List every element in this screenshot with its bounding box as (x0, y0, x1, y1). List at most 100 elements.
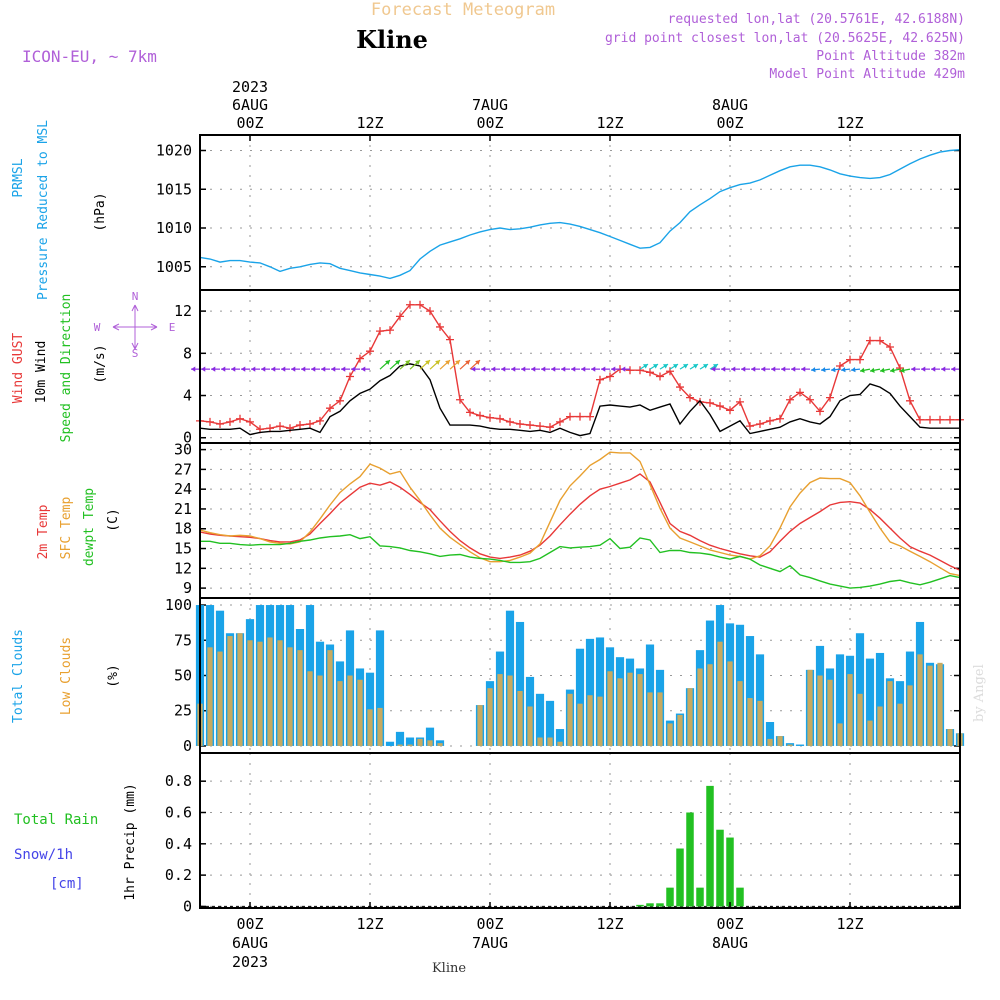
rain-bar (666, 887, 674, 907)
clouds-unit: (%) (106, 664, 121, 687)
wind-arrow-head (751, 366, 756, 372)
gust-marker (376, 327, 384, 336)
low-cloud-bar (717, 641, 723, 746)
grid-point-coords: grid point closest lon,lat (20.5625E, 42… (605, 31, 965, 46)
y-tick-label: 50 (174, 667, 192, 685)
wind-arrow-head (291, 366, 296, 372)
wind-arrow-head (481, 366, 486, 372)
y-tick-label: 24 (174, 480, 192, 498)
wind-arrow-head (811, 367, 816, 373)
wind-arrow-head (271, 366, 276, 372)
low-cloud-bar (577, 703, 583, 746)
gust-marker (456, 395, 464, 404)
wind-arrow-head (643, 364, 648, 369)
wind-arrow-head (251, 366, 256, 372)
wind-arrow-head (911, 366, 916, 372)
wind-arrow-head (900, 367, 905, 373)
wind-arrow-head (611, 366, 616, 372)
y-tick-label: 1010 (156, 219, 192, 237)
total-cloud-bar (575, 648, 585, 746)
wind-arrow-head (361, 366, 366, 372)
low-cloud-bar (517, 691, 523, 746)
low-cloud-bar (227, 636, 233, 746)
gust-marker (846, 355, 854, 364)
gust-marker (206, 417, 214, 426)
top-time-tick-label: 00Z (236, 114, 263, 132)
wind-arrow-head (673, 364, 678, 369)
gust-marker (646, 368, 654, 377)
bottom-time-tick-label: 00Z (716, 915, 743, 933)
gust-marker (936, 415, 944, 424)
temp-label-2: SFC Temp (59, 497, 74, 560)
gust-marker (626, 366, 634, 375)
low-cloud-bar (477, 705, 483, 746)
y-tick-label: 1015 (156, 180, 192, 198)
y-tick-label: 9 (183, 579, 192, 597)
low-cloud-bar (947, 729, 953, 746)
low-cloud-bar (727, 661, 733, 746)
location-title: Kline (356, 25, 428, 54)
low-cloud-bar (607, 671, 613, 746)
rain-bar (656, 903, 664, 907)
wind-arrow-head (870, 367, 875, 373)
gust-marker (526, 421, 534, 430)
wind-arrow-head (711, 366, 716, 372)
gust-marker (786, 395, 794, 404)
wind-arrow-head (261, 366, 266, 372)
y-tick-label: 0.4 (165, 835, 192, 853)
wind-arrow-head (281, 366, 286, 372)
low-cloud-bar (747, 698, 753, 746)
low-cloud-bar (887, 681, 893, 746)
wind-arrow-head (693, 364, 698, 369)
wind-arrow-head (501, 366, 506, 372)
gust-marker (246, 417, 254, 426)
gust-marker (656, 372, 664, 381)
gust-marker (306, 420, 314, 429)
total-cloud-bar (515, 621, 525, 746)
bottom-time-tick-label: 12Z (356, 915, 383, 933)
wind-panel: 0 4 8 12 (174, 289, 964, 447)
y-tick-label: 0.2 (165, 866, 192, 884)
low-cloud-bar (757, 700, 763, 746)
top-time-tick-label: 00Z (716, 114, 743, 132)
gust-marker (596, 375, 604, 384)
low-cloud-bar (557, 741, 563, 746)
gust-marker (536, 422, 544, 431)
wind-arrow-head (571, 366, 576, 372)
low-cloud-bar (587, 695, 593, 746)
gust-marker (776, 414, 784, 423)
gust-marker (746, 422, 754, 431)
gust-marker (816, 407, 824, 416)
gust-marker (426, 307, 434, 316)
wind-arrow-head (801, 366, 806, 372)
top-time-tick-label: 12Z (596, 114, 623, 132)
gust-marker (586, 412, 594, 421)
low-cloud-bar (897, 703, 903, 746)
wind-arrow-head (721, 366, 726, 372)
compass-north: N (132, 290, 139, 303)
low-cloud-bar (707, 664, 713, 746)
low-cloud-bar (407, 744, 413, 746)
total-cloud-bar (595, 637, 605, 746)
top-time-tick-label: 00Z (476, 114, 503, 132)
low-cloud-bar (537, 737, 543, 746)
total-cloud-bar (405, 737, 415, 746)
wind-arrow-head (211, 366, 216, 372)
gust-marker (876, 336, 884, 345)
total-cloud-bar (795, 744, 805, 746)
gust-marker (856, 355, 864, 364)
compass-east: E (169, 321, 176, 334)
wind-arrow-head (351, 366, 356, 372)
gust-marker (926, 415, 934, 424)
gust-marker (476, 411, 484, 420)
low-cloud-bar (787, 744, 793, 746)
gust-marker (316, 416, 324, 425)
wind-arrow-head (703, 364, 708, 369)
gust-marker (706, 398, 714, 407)
temp-label-1: 2m Temp (36, 504, 51, 559)
low-cloud-bar (347, 675, 353, 746)
low-cloud-bar (647, 692, 653, 746)
low-cloud-bar (527, 706, 533, 746)
low-cloud-bar (397, 744, 403, 746)
